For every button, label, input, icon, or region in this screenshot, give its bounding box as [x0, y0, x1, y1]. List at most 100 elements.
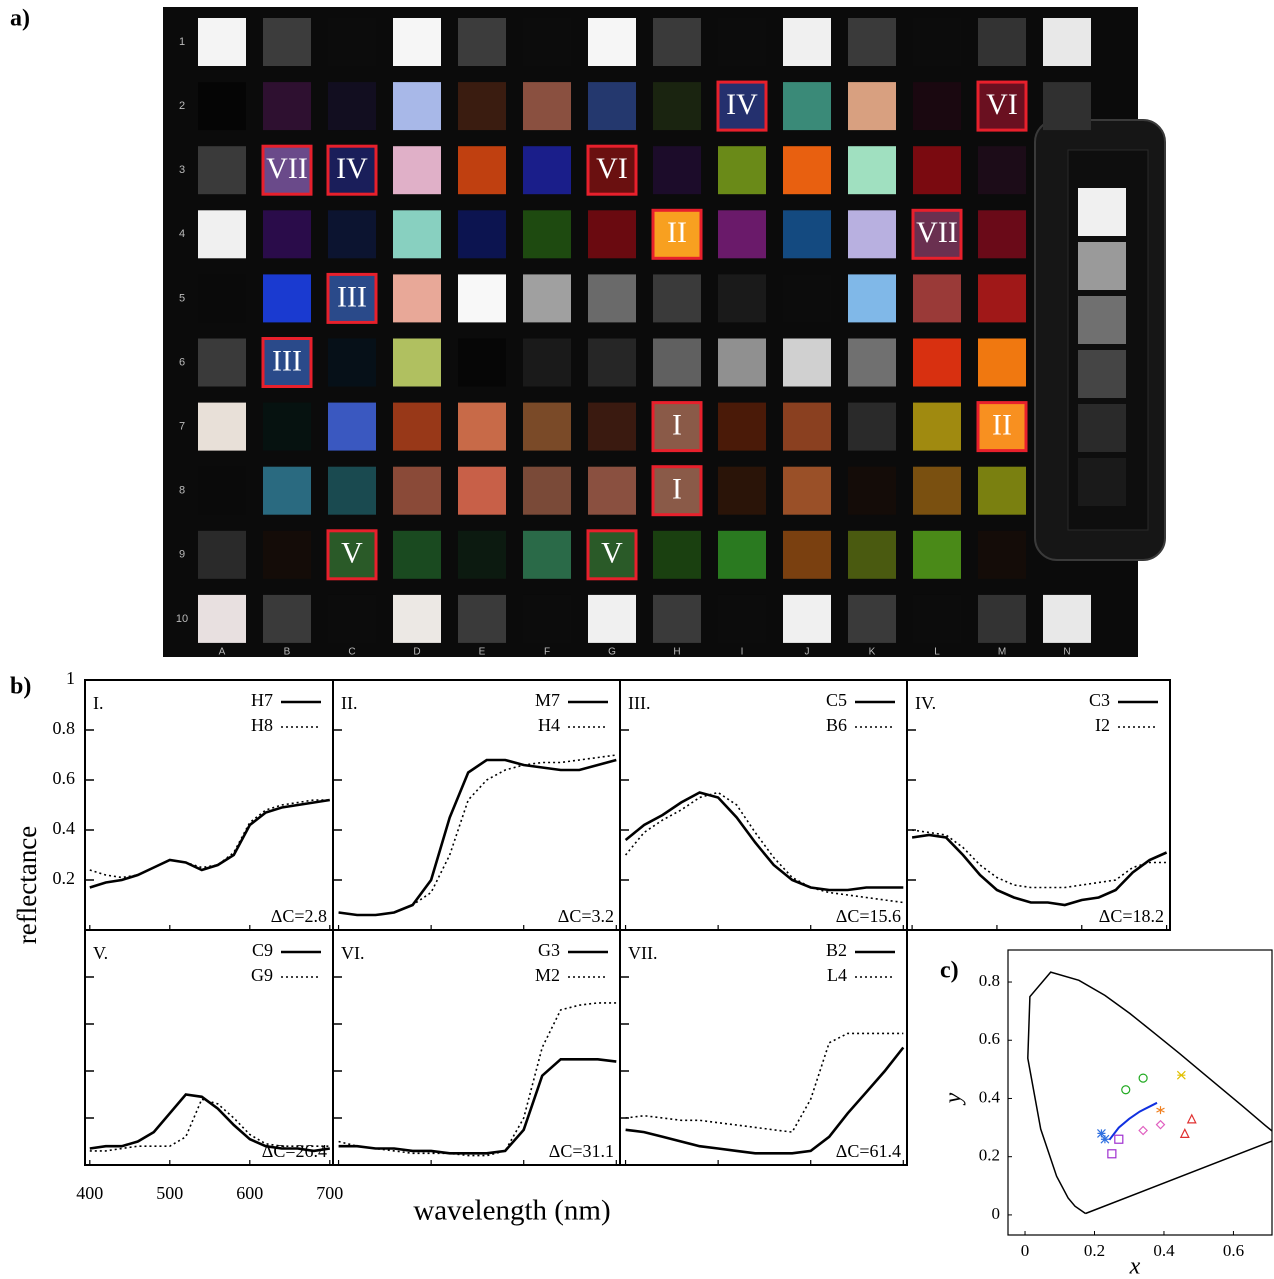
color-patch: [328, 530, 376, 579]
color-patch: [718, 530, 766, 579]
y-tick-label: 0.6: [979, 1029, 1000, 1048]
color-patch: [913, 466, 961, 515]
y-tick-label: 0.2: [53, 868, 76, 888]
plot-frame: [906, 679, 1171, 931]
color-patch: [263, 530, 311, 579]
column-label: A: [219, 647, 226, 658]
highlight-box: [586, 144, 638, 196]
panel-title: V.: [93, 943, 108, 963]
curve: [1108, 1101, 1158, 1141]
highlight-box: [326, 272, 378, 324]
color-patch: [718, 210, 766, 259]
plot-area: [1027, 971, 1272, 1215]
color-patch: [783, 210, 831, 259]
column-label: D: [413, 647, 420, 658]
column-label: M: [998, 647, 1006, 658]
line-series: [89, 798, 331, 889]
color-patch: [588, 402, 636, 451]
panel-title: VII.: [628, 943, 658, 963]
color-patch: [1043, 594, 1091, 643]
color-patch: [198, 594, 246, 643]
row-label: 1: [179, 36, 185, 48]
color-patch: [263, 402, 311, 451]
x-axis-label: x: [1129, 1254, 1141, 1279]
color-patch: [783, 274, 831, 323]
color-patch: [393, 594, 441, 643]
highlight-box: [976, 401, 1028, 453]
point: [1186, 1113, 1197, 1124]
color-patch: [393, 210, 441, 259]
color-patch: [588, 274, 636, 323]
annotation: ΔC=61.4: [836, 1141, 901, 1161]
color-patch: [978, 146, 1026, 195]
legend-label: C9: [252, 940, 273, 960]
color-patch: [523, 82, 571, 131]
color-patch: [978, 338, 1026, 387]
color-patch: [848, 82, 896, 131]
highlight-box: [586, 529, 638, 581]
color-patch: [393, 18, 441, 66]
panel-label: c): [940, 958, 959, 984]
color-patch: [848, 18, 896, 66]
row-label: 4: [179, 228, 185, 240]
point: [1155, 1119, 1166, 1130]
line-series: [625, 1032, 904, 1133]
point: [1176, 1070, 1186, 1080]
color-patch: [263, 338, 311, 387]
point: [1100, 1134, 1110, 1144]
highlight-box: [261, 144, 313, 196]
legend-label: B6: [826, 715, 847, 735]
color-patch: [848, 274, 896, 323]
column-label: L: [934, 647, 940, 658]
x-tick-label: 0: [1021, 1241, 1030, 1260]
plot-frame: [332, 929, 621, 1166]
color-patch: [978, 18, 1026, 66]
point: [1179, 1128, 1190, 1139]
color-patch: [393, 338, 441, 387]
column-label: E: [479, 647, 486, 658]
x-axis-label: wavelength (nm): [413, 1195, 610, 1227]
panel-label: b): [10, 674, 31, 700]
color-patch: [198, 274, 246, 323]
row-label: 9: [179, 549, 185, 561]
color-patch: [523, 18, 571, 66]
annotation: ΔC=18.2: [1099, 906, 1164, 926]
panel-label: a): [10, 6, 30, 32]
color-patch: [718, 82, 766, 131]
row-label: 3: [179, 164, 185, 176]
color-patch: [1043, 18, 1091, 66]
highlight-label: III: [337, 280, 367, 313]
point: [1138, 1073, 1148, 1083]
color-patch: [913, 146, 961, 195]
color-patch: [328, 210, 376, 259]
legend-label: H8: [251, 715, 273, 735]
color-patch: [588, 530, 636, 579]
point: [1138, 1125, 1148, 1136]
color-patch: [263, 146, 311, 195]
panel-title: III.: [628, 693, 650, 713]
annotation: ΔC=15.6: [836, 906, 901, 926]
color-patch: [783, 18, 831, 66]
highlight-label: IV: [726, 88, 758, 121]
column-label: J: [805, 647, 810, 658]
color-patch: [263, 82, 311, 131]
plot-frame: [1007, 949, 1273, 1236]
color-patch: [978, 594, 1026, 643]
column-label: H: [673, 647, 680, 658]
color-patch: [718, 466, 766, 515]
color-patch: [328, 338, 376, 387]
color-patch: [783, 402, 831, 451]
color-patch: [653, 82, 701, 131]
color-patch: [848, 210, 896, 259]
x-tick-label: 700: [316, 1183, 343, 1203]
panel-title: I.: [93, 693, 104, 713]
color-patch: [458, 466, 506, 515]
color-patch: [783, 338, 831, 387]
color-patch: [718, 146, 766, 195]
point: [1121, 1085, 1131, 1095]
column-label: C: [348, 647, 355, 658]
color-patch: [848, 402, 896, 451]
line-series: [625, 1046, 905, 1155]
color-patch: [328, 82, 376, 131]
highlight-box: [716, 80, 768, 132]
